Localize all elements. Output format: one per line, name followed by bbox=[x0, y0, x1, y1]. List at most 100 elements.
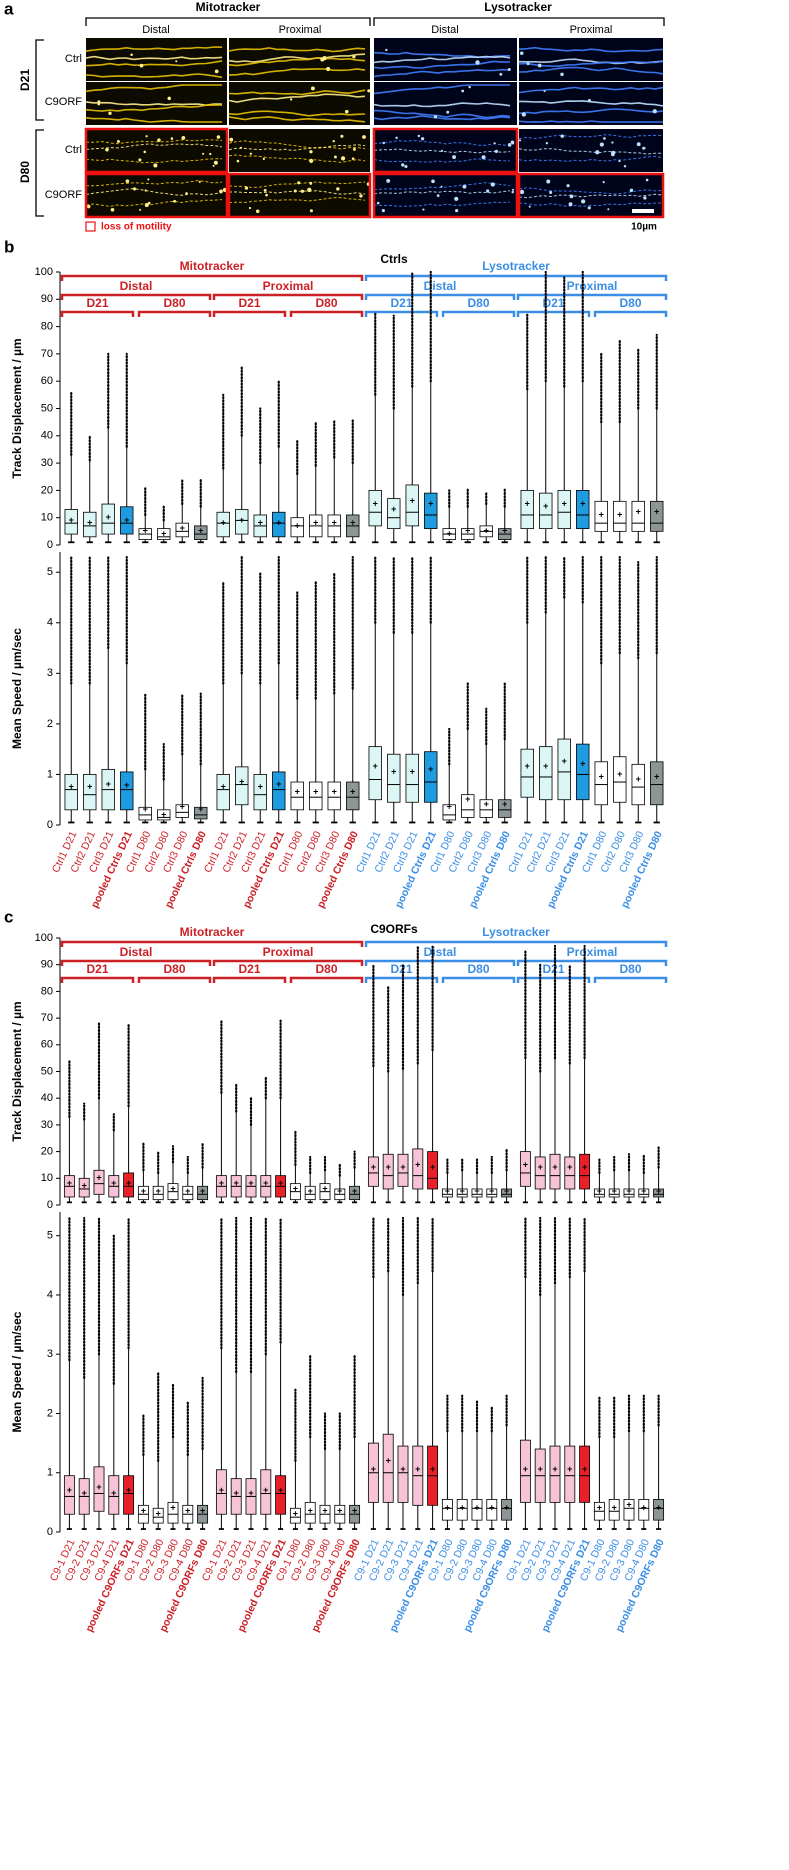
y-tick-label: 30 bbox=[41, 1119, 53, 1131]
puncta bbox=[213, 160, 218, 165]
box bbox=[557, 738, 571, 801]
subheader: Distal bbox=[142, 24, 170, 36]
puncta bbox=[175, 60, 178, 63]
puncta bbox=[181, 135, 186, 140]
mean: + bbox=[386, 1162, 391, 1172]
box bbox=[479, 799, 493, 818]
puncta bbox=[130, 53, 133, 57]
axon bbox=[229, 190, 366, 195]
header-bar bbox=[289, 976, 364, 983]
scale-bar bbox=[632, 209, 654, 213]
puncta bbox=[436, 194, 440, 198]
tracker-header: Lysotracker bbox=[482, 925, 550, 939]
axon bbox=[518, 187, 664, 195]
header-bar bbox=[364, 310, 439, 317]
box bbox=[549, 1445, 561, 1503]
mean: + bbox=[654, 771, 659, 781]
y-tick-label: 2 bbox=[47, 1407, 53, 1419]
mean: + bbox=[654, 507, 659, 517]
puncta bbox=[446, 110, 450, 114]
puncta bbox=[431, 179, 435, 184]
box bbox=[650, 761, 664, 806]
mean: + bbox=[445, 1503, 450, 1513]
mean: + bbox=[612, 1503, 617, 1513]
axon bbox=[85, 158, 222, 164]
box bbox=[260, 1469, 272, 1515]
mean: + bbox=[234, 1488, 239, 1498]
box bbox=[441, 1499, 453, 1521]
chart-title: Ctrls bbox=[380, 252, 408, 266]
mean: + bbox=[567, 1162, 572, 1172]
puncta bbox=[652, 109, 657, 114]
puncta bbox=[493, 142, 496, 145]
box bbox=[539, 746, 553, 801]
mean: + bbox=[124, 515, 129, 525]
mean: + bbox=[106, 512, 111, 522]
box bbox=[290, 517, 304, 538]
header-bar bbox=[364, 959, 516, 966]
mean: + bbox=[580, 498, 585, 508]
mean: + bbox=[400, 1464, 405, 1474]
box bbox=[175, 522, 189, 538]
puncta bbox=[511, 188, 515, 191]
box bbox=[304, 1501, 316, 1524]
mean: + bbox=[198, 526, 203, 536]
puncta bbox=[507, 143, 512, 147]
puncta bbox=[455, 209, 459, 213]
puncta bbox=[602, 180, 605, 184]
mean: + bbox=[552, 1162, 557, 1172]
mean: + bbox=[538, 1464, 543, 1474]
region-header: Proximal bbox=[263, 945, 314, 959]
box bbox=[442, 804, 456, 821]
day-header: D21 bbox=[86, 962, 108, 976]
box bbox=[441, 1188, 453, 1198]
puncta bbox=[309, 209, 313, 213]
mean: + bbox=[156, 1186, 161, 1196]
mean: + bbox=[525, 498, 530, 508]
box bbox=[382, 1433, 394, 1503]
mean: + bbox=[460, 1503, 465, 1513]
puncta bbox=[454, 196, 459, 201]
mean: + bbox=[221, 518, 226, 528]
axon bbox=[85, 139, 223, 145]
box bbox=[564, 1445, 576, 1503]
mean: + bbox=[337, 1506, 342, 1516]
mean: + bbox=[161, 809, 166, 819]
day-header: D21 bbox=[542, 962, 564, 976]
mean: + bbox=[626, 1186, 631, 1196]
header-bar bbox=[212, 959, 364, 966]
mean: + bbox=[126, 1485, 131, 1495]
y-tick-label: 4 bbox=[47, 617, 53, 629]
puncta bbox=[587, 206, 591, 210]
region-header: Distal bbox=[120, 945, 153, 959]
axon bbox=[85, 84, 222, 93]
micrograph bbox=[229, 174, 370, 217]
puncta bbox=[595, 150, 600, 155]
box bbox=[120, 506, 134, 535]
row-label: C9ORF bbox=[45, 189, 83, 201]
mean: + bbox=[484, 799, 489, 809]
axon bbox=[518, 193, 664, 199]
mean: + bbox=[504, 1186, 509, 1196]
axon bbox=[85, 60, 223, 67]
puncta bbox=[645, 178, 649, 182]
puncta bbox=[499, 72, 503, 76]
mean: + bbox=[96, 1173, 101, 1183]
puncta bbox=[510, 140, 515, 144]
axon bbox=[518, 86, 664, 94]
puncta bbox=[521, 112, 527, 117]
mean: + bbox=[428, 764, 433, 774]
mean: + bbox=[156, 1509, 161, 1519]
mean: + bbox=[371, 1464, 376, 1474]
mean: + bbox=[141, 1506, 146, 1516]
mean: + bbox=[612, 1186, 617, 1196]
box bbox=[653, 1499, 665, 1521]
box bbox=[608, 1188, 620, 1198]
y-axis-title: Track Displacement / µm bbox=[10, 338, 24, 478]
y-tick-label: 100 bbox=[35, 932, 53, 944]
box bbox=[613, 500, 627, 532]
box bbox=[579, 1153, 591, 1190]
puncta bbox=[322, 55, 327, 61]
box bbox=[579, 1445, 591, 1503]
panel-label: b bbox=[4, 237, 14, 256]
